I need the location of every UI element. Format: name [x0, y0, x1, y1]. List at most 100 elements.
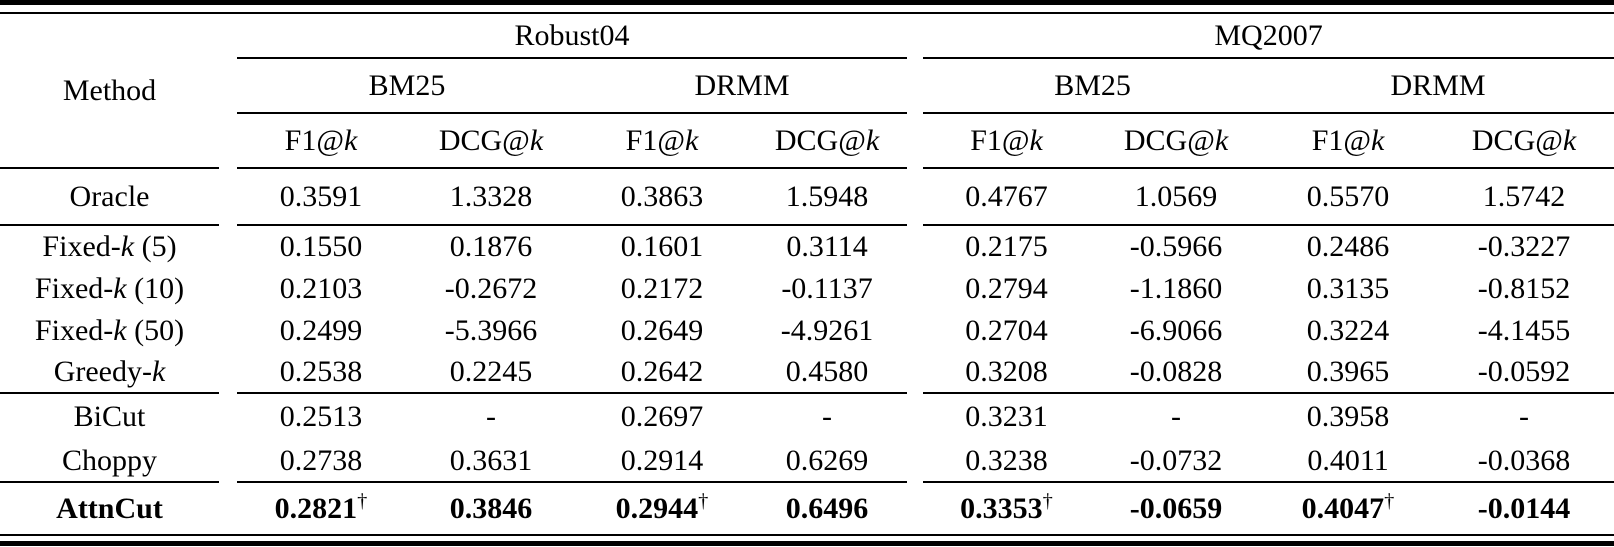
metric-k: k	[1029, 124, 1043, 157]
value-cell: 0.2538	[237, 351, 405, 394]
method-label: Fixed-	[34, 313, 114, 347]
value-cell: 0.1550	[279, 230, 363, 263]
retriever-header-robust04-bm25: BM25	[237, 58, 577, 114]
column-spacer	[219, 168, 237, 225]
dataset-header-robust04: Robust04	[237, 14, 908, 59]
value-cell: 0.2245	[405, 351, 577, 394]
value-cell: -0.1137	[781, 271, 873, 305]
column-spacer	[907, 168, 923, 225]
value-cell: 0.5570	[1262, 168, 1435, 226]
metric-prefix: DCG@	[1123, 124, 1215, 157]
table-row-bicut: BiCut 0.2513 - 0.2697 - 0.3231 - 0.3958 …	[0, 393, 1614, 439]
table-row-fixed-k-50: Fixed-k (50) 0.2499 -5.3966 0.2649 -4.92…	[0, 309, 1614, 351]
header-row-retrievers: BM25 DRMM BM25 DRMM	[0, 58, 1614, 114]
metric-header-dcg: DCG@k	[405, 113, 577, 169]
retriever-header-robust04-drmm: DRMM	[577, 58, 908, 114]
dagger-marker: †	[1042, 490, 1053, 512]
value-cell: 0.2821†	[237, 482, 405, 534]
value-cell: -0.0732	[1090, 439, 1263, 483]
method-label-k: k	[151, 355, 166, 388]
value-cell: 0.1876	[449, 230, 533, 263]
value-cell: 1.5948	[747, 168, 908, 226]
value-cell: 0.4767	[923, 168, 1091, 226]
value-cell: 1.5742	[1434, 168, 1614, 226]
results-table: Method Robust04 MQ2007 BM25 DRMM BM25	[0, 14, 1614, 534]
retriever-label: DRMM	[1390, 69, 1486, 102]
method-label: Greedy-	[53, 355, 152, 388]
value-cell: 0.2499	[279, 313, 363, 347]
metric-k: k	[1371, 124, 1385, 157]
method-header-label: Method	[62, 74, 157, 107]
value-cell: -	[822, 400, 833, 433]
table-row-fixed-k-10: Fixed-k (10) 0.2103 -0.2672 0.2172 -0.11…	[0, 267, 1614, 309]
method-label-k: k	[120, 230, 135, 263]
column-spacer	[907, 14, 923, 168]
value-cell: -0.5966	[1129, 230, 1223, 263]
value-cell: -4.1455	[1477, 313, 1571, 347]
value-cell: 0.2944†	[577, 482, 747, 534]
value-cell: -	[1171, 400, 1182, 433]
value-cell: -0.0368	[1434, 439, 1614, 483]
value-cell: -0.8152	[1477, 271, 1571, 305]
method-label: Oracle	[69, 180, 150, 213]
retriever-label: BM25	[368, 69, 446, 102]
metric-header-f1: F1@k	[577, 113, 747, 169]
value-text: 0.2944	[615, 492, 699, 525]
dagger-marker: †	[1384, 490, 1395, 512]
method-cell: Oracle	[0, 168, 219, 226]
table-row-greedy-k: Greedy-k 0.2538 0.2245 0.2642 0.4580 0.3…	[0, 351, 1614, 394]
method-label: Choppy	[61, 443, 157, 477]
value-cell: 0.2642	[577, 351, 747, 394]
top-double-rule	[0, 0, 1614, 14]
value-cell: 0.3224	[1306, 313, 1390, 347]
value-cell: 0.3114	[786, 230, 868, 263]
column-spacer	[219, 14, 237, 168]
value-cell: -0.0592	[1434, 351, 1614, 394]
column-spacer	[907, 393, 923, 439]
column-spacer	[907, 225, 923, 267]
retriever-header-mq2007-drmm: DRMM	[1262, 58, 1614, 114]
metric-header-dcg: DCG@k	[747, 113, 908, 169]
retriever-label: DRMM	[694, 69, 790, 102]
bottom-double-rule	[0, 534, 1614, 546]
method-cell: AttnCut	[0, 482, 219, 534]
value-cell: 0.2172	[620, 271, 704, 305]
value-cell: 0.3353†	[923, 482, 1090, 534]
dataset-header-mq2007: MQ2007	[923, 14, 1614, 59]
value-cell: 0.2649	[620, 313, 704, 347]
value-cell: -4.9261	[780, 313, 874, 347]
metric-k: k	[343, 124, 358, 157]
value-cell: -5.3966	[444, 313, 538, 347]
value-text: -0.0659	[1129, 492, 1223, 525]
metric-prefix: DCG@	[774, 124, 866, 157]
retriever-header-mq2007-bm25: BM25	[923, 58, 1263, 114]
metric-header-f1: F1@k	[1262, 113, 1435, 169]
value-cell: 0.2794	[965, 271, 1048, 305]
value-cell: -6.9066	[1129, 313, 1223, 347]
value-cell: 0.2914	[577, 439, 747, 483]
value-cell: 0.2513	[279, 400, 363, 433]
column-spacer	[907, 482, 923, 534]
column-spacer	[219, 351, 237, 393]
method-label: AttnCut	[56, 492, 163, 525]
value-cell: -0.2672	[444, 271, 538, 305]
retriever-label: BM25	[1054, 69, 1131, 102]
table-row-attncut: AttnCut 0.2821† 0.3846 0.2944† 0.6496 0.…	[0, 482, 1614, 534]
value-cell: 1.3328	[405, 168, 577, 226]
value-cell: -	[1519, 400, 1530, 433]
value-cell: 0.3863	[577, 168, 747, 226]
table-row-oracle: Oracle 0.3591 1.3328 0.3863 1.5948 0.476…	[0, 168, 1614, 226]
metric-prefix: F1@	[625, 124, 685, 157]
value-cell: 0.3958	[1306, 400, 1390, 433]
value-text: 0.6496	[785, 492, 869, 525]
metric-prefix: F1@	[1311, 124, 1372, 157]
metric-k: k	[865, 124, 880, 157]
value-cell: 0.3846	[405, 482, 577, 534]
dagger-marker: †	[357, 490, 368, 512]
column-spacer	[219, 393, 237, 439]
value-cell: 0.6269	[747, 439, 908, 483]
method-label-suffix: (50)	[126, 313, 185, 347]
metric-k: k	[1562, 124, 1577, 157]
value-cell: 1.0569	[1090, 168, 1263, 226]
